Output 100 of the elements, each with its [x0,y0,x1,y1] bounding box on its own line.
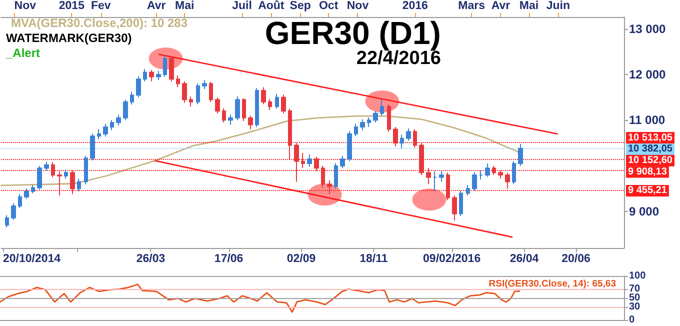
candlestick [518,143,523,166]
candlestick [314,156,319,172]
candlestick [393,126,398,148]
candlestick [479,170,483,180]
candlestick [116,114,121,126]
candlestick [90,133,95,161]
candlestick [327,180,332,195]
candlestick [123,99,128,121]
candlestick [57,170,62,196]
candlestick [130,91,134,106]
candlestick [288,108,292,160]
candlestick [202,80,207,90]
y-tick-label: 70 [629,284,641,295]
candlestick [242,98,246,122]
candlestick [268,98,272,111]
candlestick [70,170,75,195]
candlestick [360,118,365,131]
x-tick-label: 18/11 [360,253,388,265]
candlestick [387,104,391,132]
candlestick [413,128,417,148]
candlestick [24,188,29,200]
candlestick [446,172,450,201]
candlestick [334,162,338,190]
candlestick [143,68,147,82]
candlestick [136,76,141,98]
candlestick [406,128,411,142]
x-tick-label: 20/10/2014 [3,253,62,265]
x-tick-label: 09/02/2016 [423,253,481,265]
x-tick-label: 20/06 [562,253,590,265]
y-tick-label: 50 [629,292,641,304]
x2-tick-label: Avr [146,0,166,12]
candlestick [294,142,299,182]
candlestick [222,108,226,123]
candlestick [163,54,167,78]
candlestick [235,96,240,121]
candlestick [512,160,516,185]
candlestick [466,184,470,196]
candlestick [281,94,286,114]
candlestick [18,194,22,208]
x2-tick-label: Oct [318,0,338,12]
x-tick-label: 02/09 [286,253,316,265]
annotation: WATERMARK(GER30) [6,31,132,45]
candlestick [189,96,193,107]
y-tick-label: 9 000 [629,204,660,218]
candlestick [228,114,233,126]
candlestick [367,116,371,128]
candlestick [176,74,180,88]
x2-tick-label: Sep [290,0,311,12]
candlestick [419,142,424,176]
candlestick [485,163,490,178]
candlestick [31,184,35,194]
text: MVA(GER30.Close,200): 10 283 [11,16,188,30]
x2-tick-label: Fev [90,0,112,12]
candlestick [492,165,496,176]
candlestick [472,172,477,192]
y-tick-label: 13 000 [629,22,666,36]
candlestick [459,190,463,217]
y-tick-label: 11 000 [629,113,666,128]
x-tick-label: 26/04 [510,253,540,265]
x2-tick-label: Juil [232,0,252,12]
ref-line-label: 9 908,13 [628,166,668,178]
candlestick [255,88,259,128]
candlestick [373,110,378,123]
ref-line-label: 9 455,21 [628,185,668,196]
y-tick-label: 0 [629,314,635,326]
x2-tick-label: Mars [458,0,485,12]
x2-tick-label: Août [258,0,284,12]
chart-title: GER30 (D1) [264,15,441,51]
candlestick [248,115,253,130]
candlestick [77,178,81,192]
candlestick [439,170,444,182]
x-tick-label: 26/03 [136,253,166,265]
x2-tick-label: Nov [346,0,370,12]
x2-tick-label: Juin [546,0,570,12]
candlestick [354,123,358,137]
candlestick [261,86,266,105]
x2-tick-label: 2016 [402,0,428,12]
y-tick-label: 30 [629,301,641,312]
candlestick [380,98,384,116]
candlestick [505,172,510,190]
x2-tick-label: Avr [491,0,511,12]
ref-line-label: 10 382,05 [628,144,673,155]
candlestick [169,56,174,82]
series-label: RSI(GER30.Close, 14): 65,63 [488,278,616,290]
candlestick [196,83,200,105]
x2-tick-label: 2015 [58,0,86,12]
candlestick [275,93,279,110]
x2-tick-label: Nov [14,0,37,12]
annotation: _Alert [5,46,40,60]
y-tick-label: 12 000 [629,68,666,82]
x-tick-label: 17/06 [214,253,244,265]
candlestick [301,152,305,169]
candlestick [44,161,49,171]
ref-line-label: 10 152,60 [628,155,673,166]
candlestick [97,128,101,140]
y-tick-label: 100 [629,270,646,282]
candlestick [110,120,114,131]
candlestick [11,202,16,220]
candlestick [340,155,345,169]
ref-line-label: 10 513,05 [628,132,673,144]
